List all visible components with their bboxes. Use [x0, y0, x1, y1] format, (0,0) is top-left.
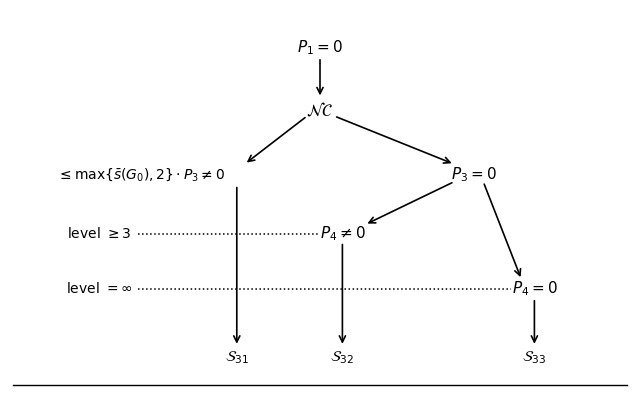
Text: level $= \infty$: level $= \infty$ [66, 281, 132, 296]
Text: $\mathcal{S}_{33}$: $\mathcal{S}_{33}$ [522, 349, 547, 366]
Text: $P_4 \neq 0$: $P_4 \neq 0$ [319, 224, 365, 243]
Text: $\leq \max\{\bar{s}(G_0), 2\}\cdot P_3 \neq 0$: $\leq \max\{\bar{s}(G_0), 2\}\cdot P_3 \… [57, 167, 225, 183]
Text: $\mathcal{NC}$: $\mathcal{NC}$ [306, 101, 334, 119]
Text: $\mathcal{S}_{32}$: $\mathcal{S}_{32}$ [330, 349, 355, 366]
Text: $\mathcal{S}_{31}$: $\mathcal{S}_{31}$ [225, 349, 249, 366]
Text: $P_4 = 0$: $P_4 = 0$ [511, 279, 557, 298]
Text: $P_1 = 0$: $P_1 = 0$ [297, 38, 343, 57]
Text: $P_3 = 0$: $P_3 = 0$ [451, 165, 497, 184]
Text: level $\geq 3$: level $\geq 3$ [67, 226, 131, 241]
